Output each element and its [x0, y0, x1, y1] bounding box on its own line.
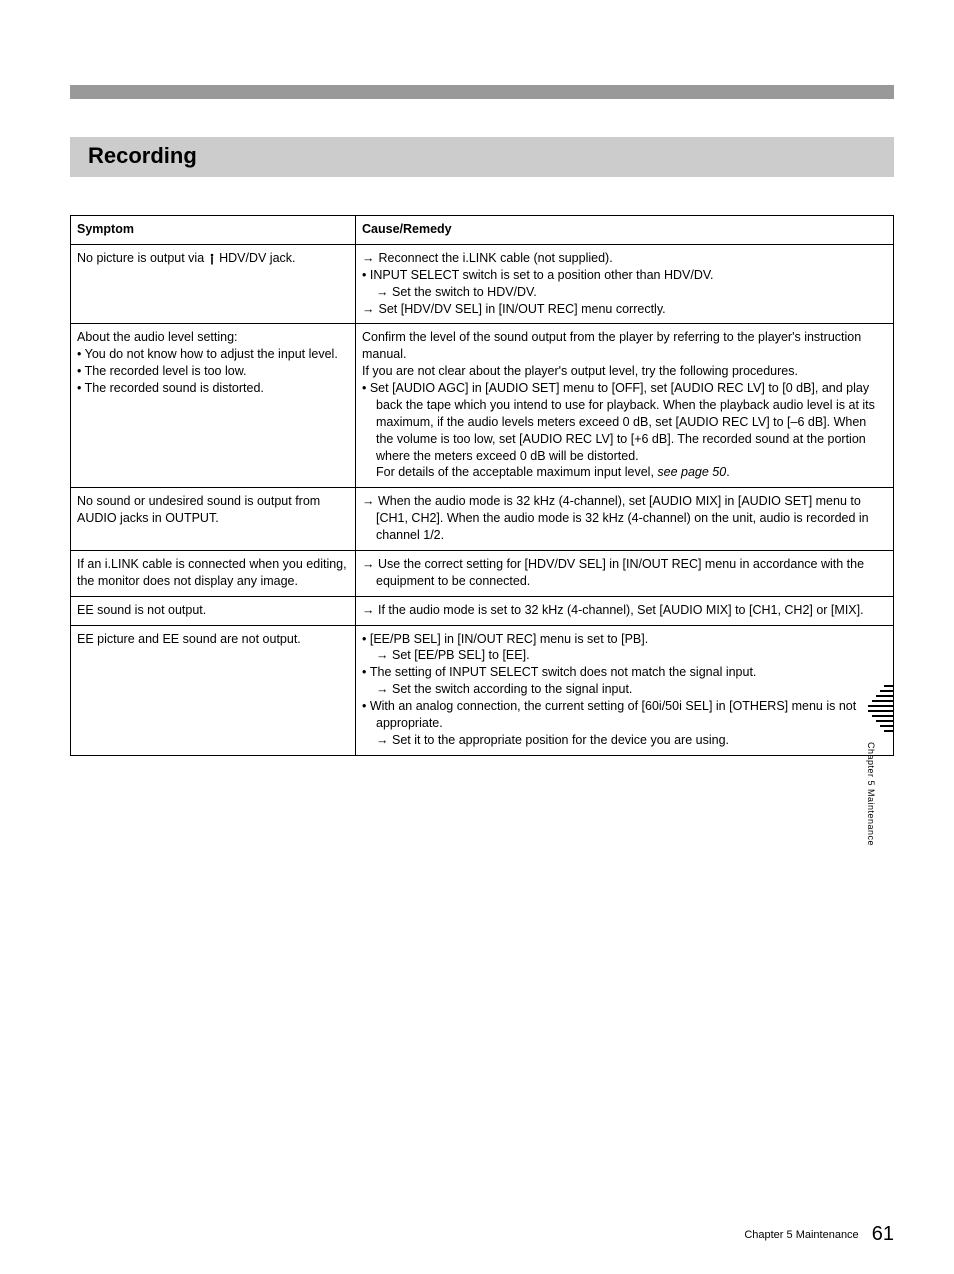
remedy-line: • With an analog connection, the current… [362, 698, 887, 732]
side-thumb-tab: Chapter 5 Maintenance [866, 685, 894, 846]
header-symptom: Symptom [71, 216, 356, 245]
page-reference: see page 50 [657, 465, 726, 479]
side-tab-label: Chapter 5 Maintenance [866, 742, 876, 846]
ilink-icon [208, 253, 216, 265]
remedy-cell: → When the audio mode is 32 kHz (4-chann… [356, 488, 894, 551]
footer-chapter: Chapter 5 Maintenance [744, 1229, 858, 1241]
remedy-line: [EE/PB SEL] in [IN/OUT REC] menu is set … [362, 632, 648, 646]
symptom-cell: About the audio level setting: • You do n… [71, 324, 356, 488]
symptom-line: • The recorded level is too low. [77, 363, 349, 380]
remedy-line: Set [HDV/DV SEL] in [IN/OUT REC] menu co… [362, 302, 666, 316]
table-row: EE sound is not output. → If the audio mo… [71, 596, 894, 625]
symptom-cell: No picture is output via HDV/DV jack. [71, 244, 356, 324]
symptom-cell: EE picture and EE sound are not output. [71, 625, 356, 755]
remedy-cell: → Use the correct setting for [HDV/DV SE… [356, 550, 894, 596]
remedy-cell: [EE/PB SEL] in [IN/OUT REC] menu is set … [356, 625, 894, 755]
symptom-cell: EE sound is not output. [71, 596, 356, 625]
symptom-line: About the audio level setting: [77, 330, 238, 344]
manual-page: Recording Symptom Cause/Remedy No pictur… [0, 0, 954, 1274]
table-body: No picture is output via HDV/DV jack. Rec… [71, 244, 894, 755]
remedy-line: → When the audio mode is 32 kHz (4-chann… [362, 493, 887, 544]
remedy-cell: Confirm the level of the sound output fr… [356, 324, 894, 488]
symptom-line: • You do not know how to adjust the inpu… [77, 346, 349, 363]
thumb-tab-lines-icon [866, 685, 894, 732]
remedy-line: INPUT SELECT switch is set to a position… [362, 268, 714, 282]
symptom-line: • The recorded sound is distorted. [77, 380, 349, 397]
remedy-line: For details of the acceptable maximum in… [362, 464, 887, 481]
page-footer: Chapter 5 Maintenance 61 [744, 1223, 894, 1246]
remedy-line: The setting of INPUT SELECT switch does … [362, 665, 756, 679]
table-row: EE picture and EE sound are not output. [… [71, 625, 894, 755]
remedy-line: • Set [AUDIO AGC] in [AUDIO SET] menu to… [362, 380, 887, 464]
section-title: Recording [88, 143, 876, 169]
table-row: No sound or undesired sound is output fr… [71, 488, 894, 551]
top-horizontal-rule [70, 85, 894, 99]
table-header-row: Symptom Cause/Remedy [71, 216, 894, 245]
remedy-line: Set the switch to HDV/DV. [362, 284, 887, 301]
remedy-line: Set the switch according to the signal i… [362, 681, 887, 698]
symptom-cell: No sound or undesired sound is output fr… [71, 488, 356, 551]
remedy-line: → If the audio mode is set to 32 kHz (4-… [362, 602, 887, 619]
symptom-cell: If an i.LINK cable is connected when you… [71, 550, 356, 596]
remedy-line: If you are not clear about the player's … [362, 364, 798, 378]
footer-page-number: 61 [872, 1223, 894, 1245]
table-row: About the audio level setting: • You do n… [71, 324, 894, 488]
remedy-line: Reconnect the i.LINK cable (not supplied… [362, 251, 613, 265]
remedy-cell: → If the audio mode is set to 32 kHz (4-… [356, 596, 894, 625]
troubleshooting-table-wrap: Symptom Cause/Remedy No picture is outpu… [70, 215, 894, 756]
remedy-line: → Use the correct setting for [HDV/DV SE… [362, 556, 887, 590]
remedy-cell: Reconnect the i.LINK cable (not supplied… [356, 244, 894, 324]
remedy-line: Confirm the level of the sound output fr… [362, 330, 861, 361]
table-row: If an i.LINK cable is connected when you… [71, 550, 894, 596]
table-row: No picture is output via HDV/DV jack. Rec… [71, 244, 894, 324]
remedy-line: Set [EE/PB SEL] to [EE]. [362, 647, 887, 664]
troubleshooting-table: Symptom Cause/Remedy No picture is outpu… [70, 215, 894, 756]
header-remedy: Cause/Remedy [356, 216, 894, 245]
section-title-bar: Recording [70, 137, 894, 177]
remedy-line: Set it to the appropriate position for t… [362, 732, 887, 749]
